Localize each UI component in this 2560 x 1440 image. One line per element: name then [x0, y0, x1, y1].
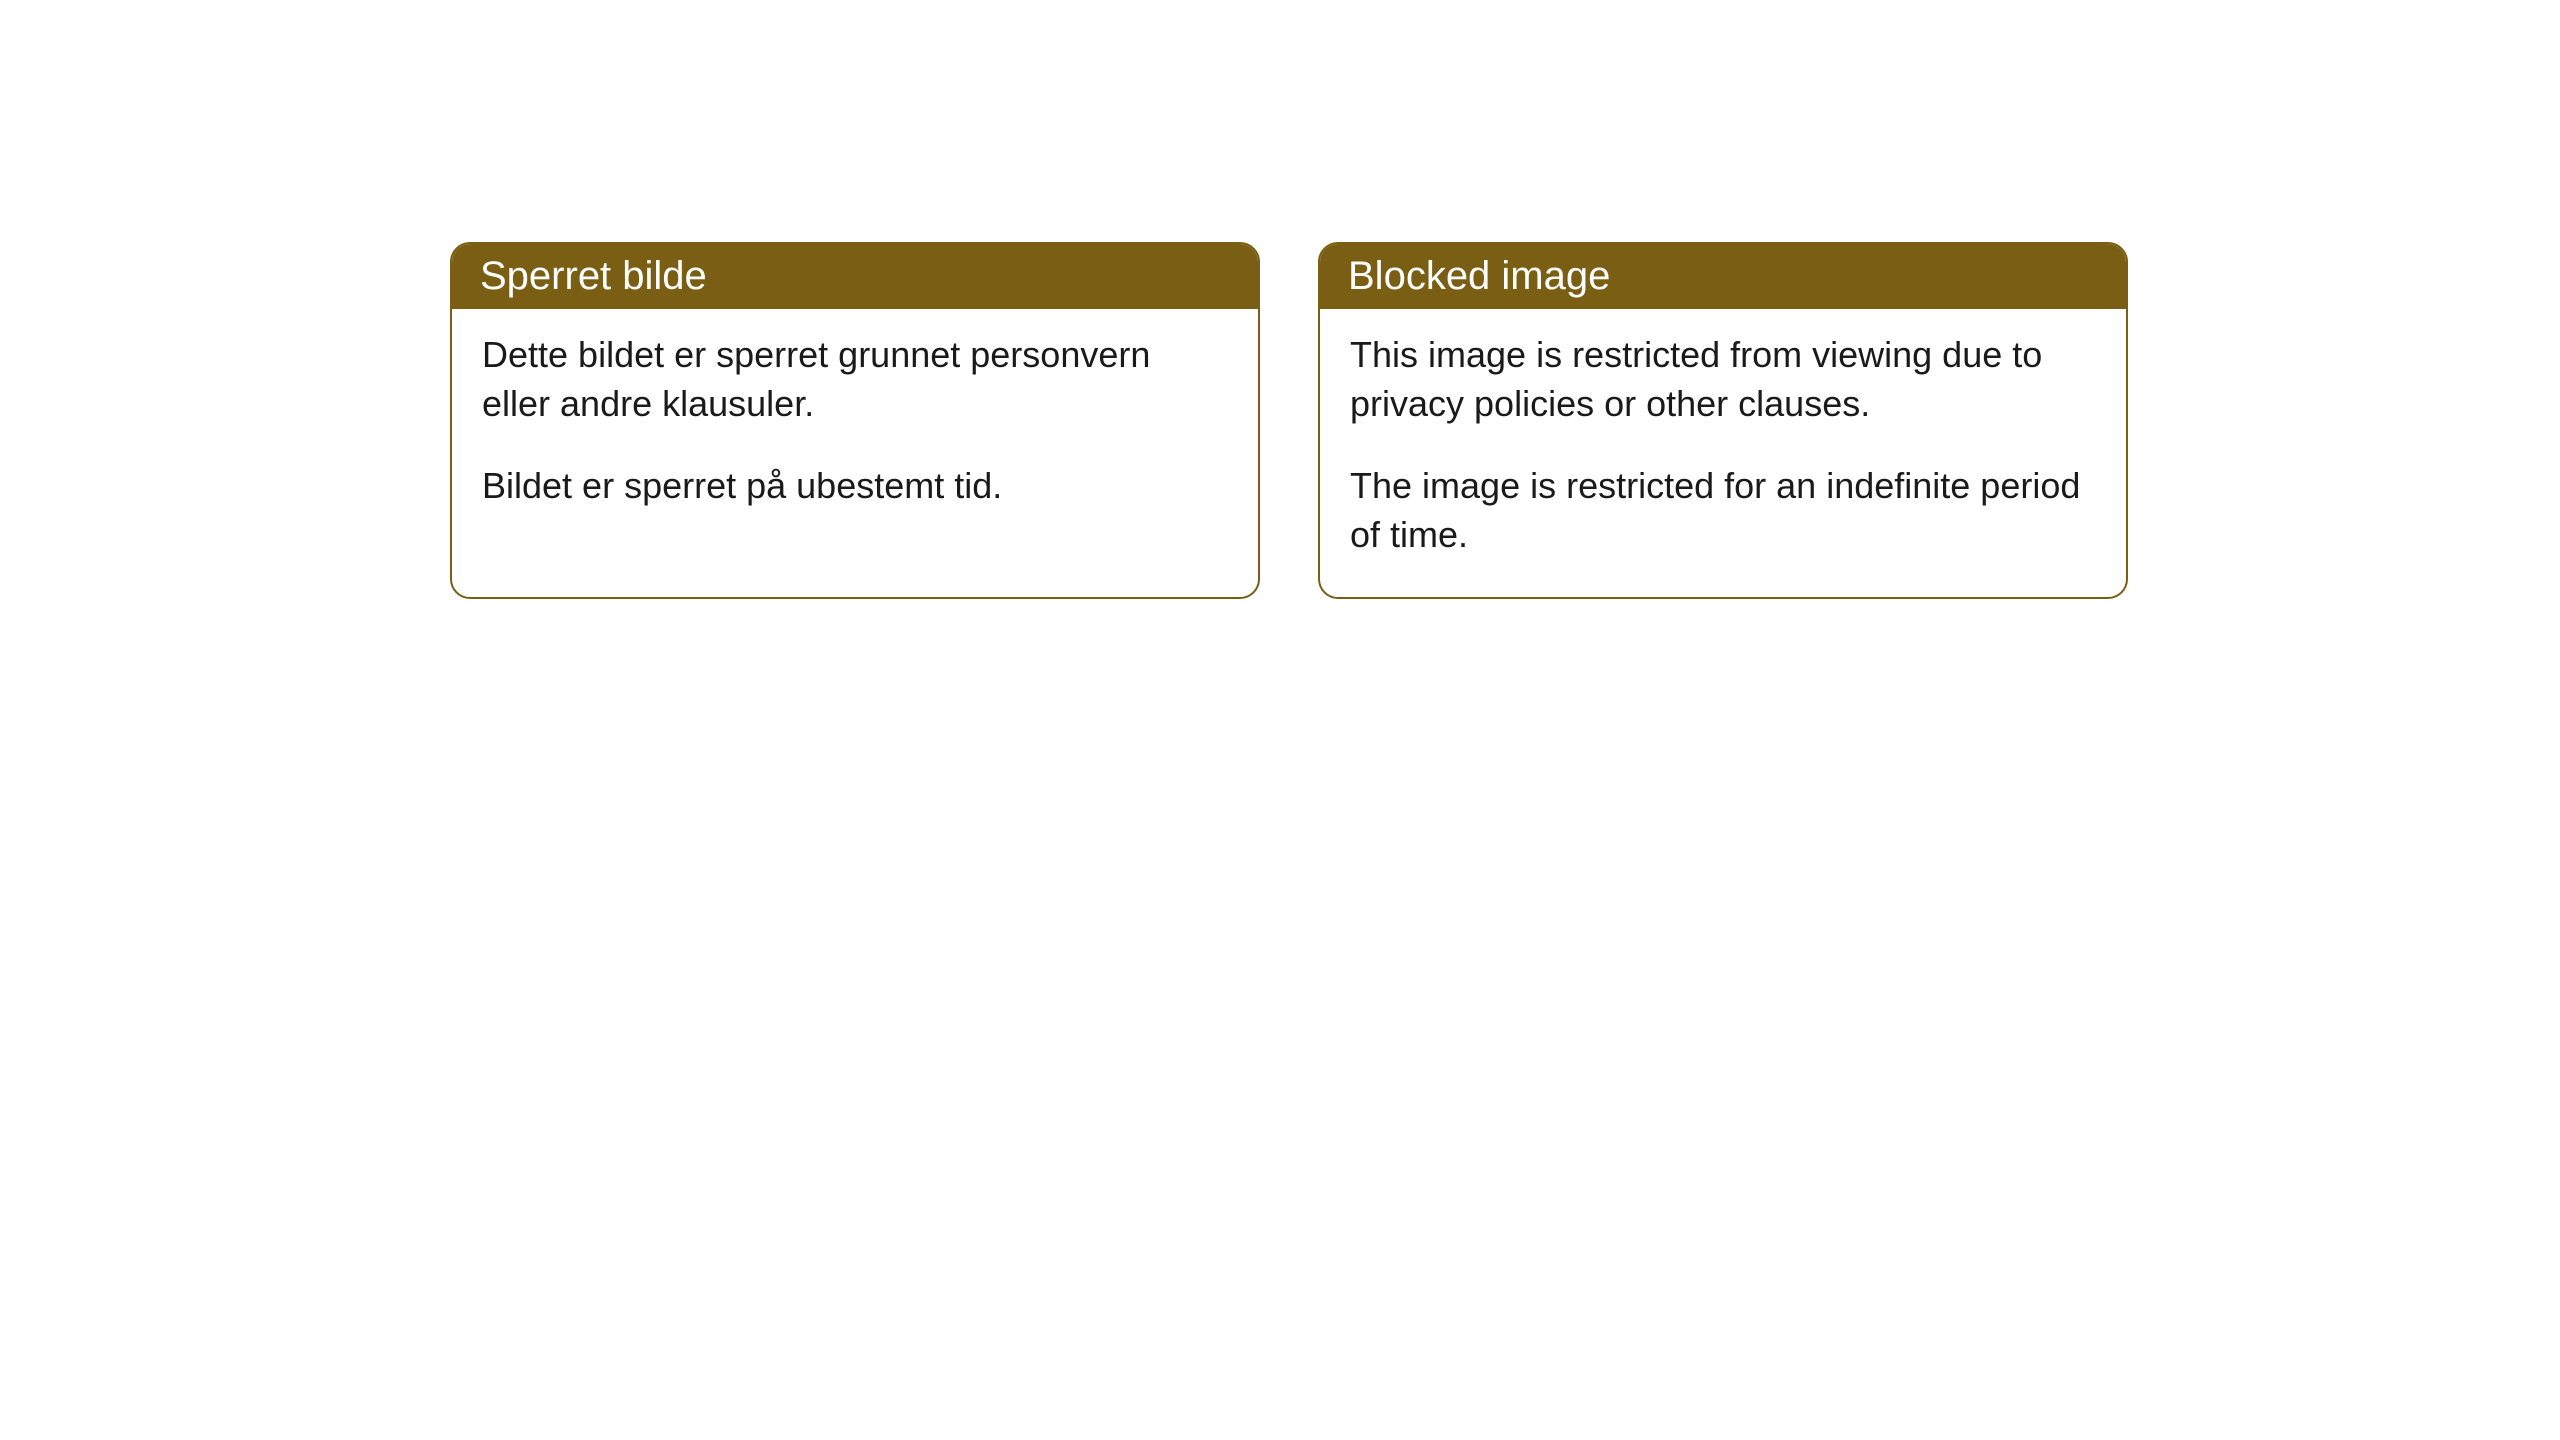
card-title-norwegian: Sperret bilde	[480, 254, 707, 298]
notice-cards-container: Sperret bilde Dette bildet er sperret gr…	[0, 0, 2560, 599]
card-title-english: Blocked image	[1348, 254, 1610, 298]
card-paragraph-2-english: The image is restricted for an indefinit…	[1350, 462, 2096, 559]
card-body-norwegian: Dette bildet er sperret grunnet personve…	[452, 309, 1258, 549]
card-header-english: Blocked image	[1320, 244, 2126, 309]
card-body-english: This image is restricted from viewing du…	[1320, 309, 2126, 597]
notice-card-english: Blocked image This image is restricted f…	[1318, 242, 2128, 599]
card-paragraph-1-norwegian: Dette bildet er sperret grunnet personve…	[482, 331, 1228, 428]
card-paragraph-2-norwegian: Bildet er sperret på ubestemt tid.	[482, 462, 1228, 511]
card-paragraph-1-english: This image is restricted from viewing du…	[1350, 331, 2096, 428]
card-header-norwegian: Sperret bilde	[452, 244, 1258, 309]
notice-card-norwegian: Sperret bilde Dette bildet er sperret gr…	[450, 242, 1260, 599]
